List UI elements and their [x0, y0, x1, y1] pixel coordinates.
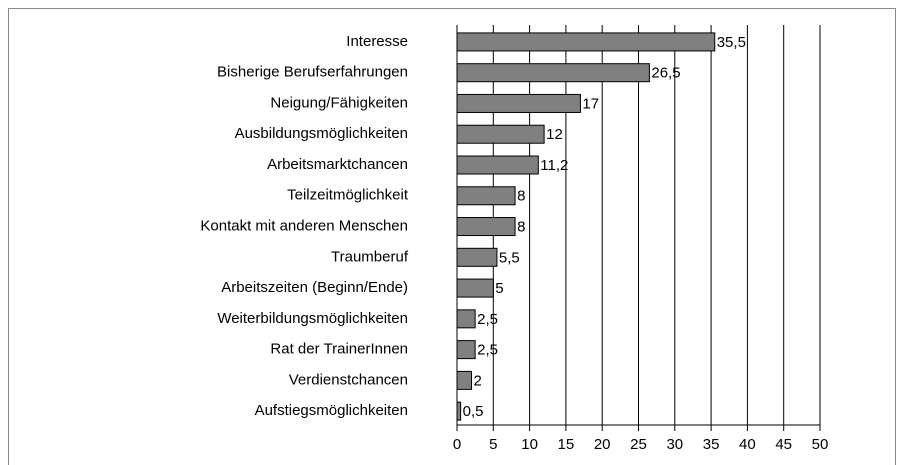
bar — [456, 217, 516, 237]
y-tick-label: Traumberuf — [331, 248, 409, 265]
y-tick-label: Verdienstchancen — [289, 371, 408, 388]
frame — [8, 8, 896, 465]
bar — [456, 401, 462, 421]
x-tick-label: 35 — [703, 436, 720, 453]
value-label: 5 — [495, 280, 503, 297]
bar — [456, 124, 545, 144]
bar — [456, 32, 716, 52]
value-label: 11,2 — [540, 157, 568, 174]
y-tick-label: Arbeitszeiten (Beginn/Ende) — [221, 279, 408, 296]
value-label: 17 — [582, 95, 599, 112]
y-tick-label: Arbeitsmarktchancen — [267, 156, 408, 173]
value-label: 26,5 — [651, 65, 680, 82]
value-label: 2,5 — [477, 311, 498, 328]
x-tick-label: 10 — [521, 436, 538, 453]
value-label: 2,5 — [477, 342, 498, 359]
bar — [456, 186, 516, 206]
y-tick-label: Ausbildungsmöglichkeiten — [235, 125, 408, 142]
value-label: 8 — [517, 219, 525, 236]
bar — [456, 340, 476, 360]
value-label: 12 — [546, 126, 563, 143]
bar — [456, 309, 476, 329]
bar — [456, 63, 650, 83]
x-tick-label: 30 — [666, 436, 683, 453]
bar — [456, 93, 581, 113]
bar — [456, 278, 494, 298]
x-tick-label: 40 — [739, 436, 756, 453]
y-tick-label: Weiterbildungsmöglichkeiten — [217, 310, 408, 327]
y-tick-label: Interesse — [346, 33, 408, 50]
y-tick-label: Aufstiegsmöglichkeiten — [255, 402, 408, 419]
bar — [456, 370, 473, 390]
y-tick-label: Rat der TrainerInnen — [270, 341, 408, 358]
x-tick-label: 50 — [812, 436, 829, 453]
x-tick-label: 25 — [630, 436, 647, 453]
x-tick-label: 45 — [775, 436, 792, 453]
x-tick-label: 0 — [453, 436, 461, 453]
bar — [456, 247, 498, 267]
value-label: 2 — [474, 372, 482, 389]
value-label: 35,5 — [717, 34, 746, 51]
y-tick-label: Neigung/Fähigkeiten — [270, 94, 408, 111]
value-label: 0,5 — [463, 403, 484, 420]
x-tick-label: 5 — [489, 436, 497, 453]
bar — [456, 155, 539, 175]
value-label: 5,5 — [499, 249, 520, 266]
x-tick-label: 15 — [558, 436, 575, 453]
y-tick-label: Bisherige Berufserfahrungen — [217, 64, 408, 81]
value-label: 8 — [517, 188, 525, 205]
y-tick-label: Kontakt mit anderen Menschen — [200, 218, 408, 235]
x-tick-label: 20 — [594, 436, 611, 453]
y-tick-label: Teilzeitmöglichkeit — [287, 187, 409, 204]
